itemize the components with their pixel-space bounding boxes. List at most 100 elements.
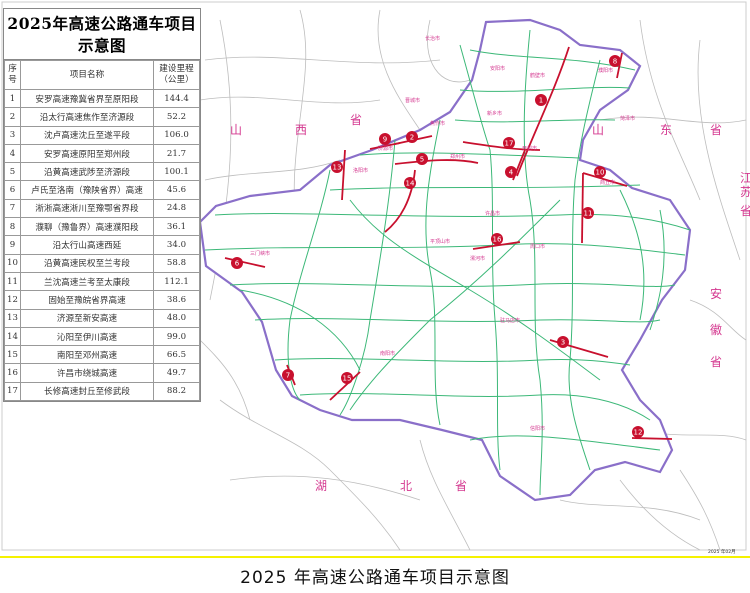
row-number: 10 xyxy=(4,253,21,273)
row-name: 长修高速封丘至修武段 xyxy=(20,381,154,402)
row-length: 100.1 xyxy=(153,162,200,182)
marker-number: 11 xyxy=(584,210,593,218)
road xyxy=(419,439,471,551)
row-length: 21.7 xyxy=(153,143,200,164)
project-marker-14: 14 xyxy=(404,177,416,189)
row-length: 49.7 xyxy=(153,363,200,383)
row-number: 13 xyxy=(4,308,21,328)
marker-circle xyxy=(404,177,416,189)
row-name: 沿太行山高速西延 xyxy=(20,235,154,255)
project-segment-15 xyxy=(329,371,361,401)
province-label: 省 xyxy=(710,123,722,137)
city-label: 长治市 xyxy=(425,35,440,42)
marker-number: 5 xyxy=(420,156,424,164)
expressway xyxy=(359,152,581,159)
marker-circle xyxy=(331,161,343,173)
expressway xyxy=(339,139,396,416)
row-number: 6 xyxy=(4,180,21,200)
expressway xyxy=(254,318,661,323)
row-number: 11 xyxy=(4,271,21,292)
row-name: 许昌市绕城高速 xyxy=(20,363,154,383)
project-marker-9: 9 xyxy=(379,133,391,145)
table-row: 14 沁阳至伊川高速 99.0 xyxy=(4,326,200,347)
legend-title: 2025年高速公路通车项目示意图 xyxy=(4,9,200,60)
date-stamp: 2025 年02月 xyxy=(708,550,736,555)
city-label: 南阳市 xyxy=(380,350,395,357)
city-label: 三门峡市 xyxy=(250,250,270,257)
road xyxy=(599,116,747,124)
row-length: 34.0 xyxy=(153,235,200,255)
expressway xyxy=(523,29,543,496)
marker-number: 1 xyxy=(539,97,543,105)
table-row: 13 济源至新安高速 48.0 xyxy=(4,308,200,328)
province-label: 北 xyxy=(400,479,412,493)
marker-circle xyxy=(609,55,621,67)
marker-circle xyxy=(505,166,517,178)
marker-circle xyxy=(491,233,503,245)
project-segment-11 xyxy=(581,172,584,244)
row-name: 淅淅高速淅川至豫鄂省界段 xyxy=(20,198,154,219)
marker-circle xyxy=(632,426,644,438)
row-number: 16 xyxy=(4,363,21,383)
expressway xyxy=(274,358,631,366)
project-segment-12 xyxy=(631,437,673,440)
road xyxy=(689,299,747,341)
row-length: 36.1 xyxy=(153,217,200,237)
province-label: 西 xyxy=(295,123,307,137)
table-row: 4 安罗高速原阳至郑州段 21.7 xyxy=(4,143,200,164)
table-row: 10 沿黄高速民权至兰考段 58.8 xyxy=(4,253,200,273)
project-marker-16: 16 xyxy=(491,233,503,245)
expressway xyxy=(469,435,661,451)
road xyxy=(639,19,701,201)
city-label: 商丘市 xyxy=(600,179,615,186)
marker-number: 16 xyxy=(493,236,502,244)
province-label: 省 xyxy=(455,479,467,493)
row-number: 5 xyxy=(4,162,21,182)
table-row: 9 沿太行山高速西延 34.0 xyxy=(4,235,200,255)
city-label: 菏泽市 xyxy=(620,115,635,122)
expressway xyxy=(619,189,645,321)
row-number: 8 xyxy=(4,217,21,237)
table-row: 6 卢氏至洛南（豫陕省界）高速 45.6 xyxy=(4,180,200,200)
marker-number: 3 xyxy=(561,339,565,347)
marker-circle xyxy=(582,207,594,219)
table-row: 3 沈卢高速沈丘至遂平段 106.0 xyxy=(4,125,200,145)
henan-border xyxy=(198,18,692,502)
province-label: 安 xyxy=(710,286,722,301)
marker-number: 14 xyxy=(406,180,415,188)
row-number: 3 xyxy=(4,125,21,145)
table-row: 11 兰沈高速兰考至太康段 112.1 xyxy=(4,271,200,292)
project-marker-6: 6 xyxy=(231,257,243,269)
row-length: 52.2 xyxy=(153,107,200,127)
project-segment-6 xyxy=(224,257,266,268)
row-name: 沿太行高速焦作至济源段 xyxy=(20,107,154,127)
marker-number: 9 xyxy=(383,136,387,144)
project-legend-table: 2025年高速公路通车项目示意图 序号 项目名称 建设里程（公里） 1 安罗高速豫… xyxy=(3,8,201,403)
expressway xyxy=(204,243,686,256)
expressway xyxy=(287,169,331,401)
marker-circle xyxy=(406,131,418,143)
city-label: 许昌市 xyxy=(485,210,500,217)
marker-number: 6 xyxy=(235,260,240,268)
row-length: 66.5 xyxy=(153,345,200,365)
row-number: 14 xyxy=(4,326,21,347)
row-name: 卢氏至洛南（豫陕省界）高速 xyxy=(20,180,154,200)
row-name: 沁阳至伊川高速 xyxy=(20,326,154,347)
project-marker-1: 1 xyxy=(535,94,547,106)
row-number: 1 xyxy=(4,88,21,109)
road xyxy=(559,499,701,521)
province-label: 山 xyxy=(230,123,242,137)
caption: 2025 年高速公路通车项目示意图 xyxy=(240,568,510,588)
city-label: 焦作市 xyxy=(430,120,445,127)
project-marker-12: 12 xyxy=(632,426,644,438)
marker-circle xyxy=(379,133,391,145)
marker-circle xyxy=(535,94,547,106)
project-segments xyxy=(224,46,673,440)
row-number: 9 xyxy=(4,235,21,255)
row-name: 固始至豫皖省界高速 xyxy=(20,290,154,310)
table-row: 2 沿太行高速焦作至济源段 52.2 xyxy=(4,107,200,127)
marker-number: 2 xyxy=(410,134,414,142)
project-segment-1 xyxy=(516,46,570,177)
row-number: 4 xyxy=(4,143,21,164)
